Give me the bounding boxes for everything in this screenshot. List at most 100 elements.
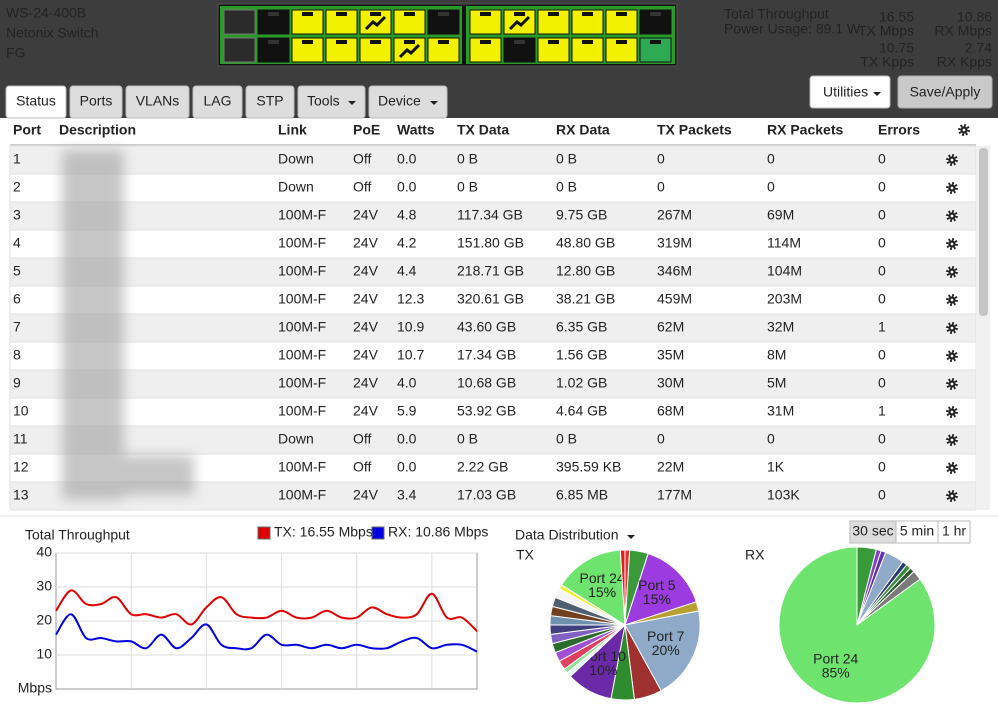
table-row[interactable] [9, 173, 977, 203]
scrollbar-thumb[interactable] [979, 148, 988, 316]
tab[interactable] [297, 85, 366, 119]
port[interactable] [223, 37, 256, 63]
table-cell: 0 B [556, 431, 577, 447]
table-row[interactable] [9, 257, 977, 287]
save-button[interactable] [897, 75, 993, 109]
table-cell: 1K [767, 459, 785, 475]
table-cell: 24V [353, 487, 379, 503]
pie-title: RX [745, 547, 765, 563]
port[interactable] [469, 9, 502, 35]
table-row[interactable] [9, 369, 977, 399]
table-row[interactable] [9, 341, 977, 371]
tab[interactable] [5, 85, 67, 119]
table-row[interactable] [9, 313, 977, 343]
port[interactable] [359, 37, 392, 63]
table-cell: 100M-F [278, 207, 326, 223]
gear-hole [950, 494, 954, 498]
table-cell: 0 [657, 151, 665, 167]
table-cell: 1 [878, 319, 886, 335]
table-cell: 0 [878, 347, 886, 363]
table-cell: 62M [657, 319, 684, 335]
tab[interactable] [125, 85, 190, 119]
y-tick-label: 40 [36, 544, 52, 560]
column-header: TX Data [457, 122, 509, 138]
column-header: TX Packets [657, 122, 732, 138]
gear-icon[interactable] [946, 154, 958, 166]
table-cell: 0 [878, 151, 886, 167]
gear-hole [950, 466, 954, 470]
column-header: RX Data [556, 122, 610, 138]
table-row[interactable] [9, 285, 977, 315]
table-cell: 0 [767, 179, 775, 195]
range-button[interactable] [937, 520, 971, 544]
stat-unit: TX Mbps [858, 23, 914, 39]
gear-icon[interactable] [946, 462, 958, 474]
gear-icon[interactable] [958, 124, 970, 136]
stat-unit: RX Mbps [934, 23, 992, 39]
stat-value: 10.86 [957, 9, 992, 25]
tab[interactable] [69, 85, 123, 119]
table-cell: 0 [657, 431, 665, 447]
column-header: RX Packets [767, 122, 843, 138]
port-notch [370, 40, 381, 44]
table-cell: 7 [13, 319, 21, 335]
table-cell: 10.9 [397, 319, 424, 335]
gear-icon[interactable] [946, 210, 958, 222]
column-header: Port [13, 122, 41, 138]
column-header: Description [59, 122, 136, 138]
gear-hole [950, 186, 954, 190]
table-cell: 1.56 GB [556, 347, 607, 363]
stat-value: 2.74 [965, 40, 992, 56]
table-cell: 100M-F [278, 403, 326, 419]
table-cell: 3 [13, 207, 21, 223]
table-cell: 0 [878, 375, 886, 391]
table-cell: 12.80 GB [556, 263, 615, 279]
table-cell: 0 [878, 207, 886, 223]
gear-icon[interactable] [946, 238, 958, 250]
legend-label: TX: 16.55 Mbps [274, 524, 373, 540]
table-cell: 0 [878, 431, 886, 447]
tab[interactable] [245, 85, 295, 119]
table-cell: 10.7 [397, 347, 424, 363]
table-cell: 0 [878, 487, 886, 503]
table-row[interactable] [9, 145, 977, 175]
table-cell: 4 [13, 235, 21, 251]
table-cell: 31M [767, 403, 794, 419]
table-cell: 11 [13, 431, 28, 447]
utilities-button[interactable] [809, 75, 891, 109]
slice-value: 15% [643, 591, 671, 607]
table-cell: 0 [878, 459, 886, 475]
port[interactable] [503, 37, 536, 63]
table-cell: 6.35 GB [556, 319, 607, 335]
tab[interactable] [368, 85, 448, 119]
series-line [55, 589, 478, 632]
table-row[interactable] [9, 397, 977, 427]
table-cell: 100M-F [278, 235, 326, 251]
port[interactable] [223, 9, 256, 35]
table-row[interactable] [9, 201, 977, 231]
table-row[interactable] [9, 425, 977, 455]
gear-icon[interactable] [946, 294, 958, 306]
save-label: Save/Apply [910, 84, 981, 100]
table-cell: 5M [767, 375, 786, 391]
port-notch [548, 12, 559, 16]
chart-title: Total Throughput [25, 527, 130, 543]
y-tick-label: 20 [36, 612, 52, 628]
table-cell: 13 [13, 487, 29, 503]
table-cell: 68M [657, 403, 684, 419]
table-cell: 114M [767, 235, 801, 251]
table-cell: 24V [353, 347, 379, 363]
table-row[interactable] [9, 481, 977, 511]
port-alert-icon [364, 15, 387, 31]
stat-unit: RX Kpps [937, 54, 992, 70]
table-cell: 24V [353, 263, 379, 279]
table-cell: Off [353, 151, 372, 167]
table-cell: 4.2 [397, 235, 417, 251]
port-notch [548, 40, 559, 44]
table-cell: 4.0 [397, 375, 417, 391]
table-cell: 1 [878, 403, 886, 419]
tab[interactable] [192, 85, 243, 119]
slice-label: Port 24 [580, 570, 625, 586]
header-location: FG [6, 45, 25, 61]
table-cell: 24V [353, 291, 379, 307]
